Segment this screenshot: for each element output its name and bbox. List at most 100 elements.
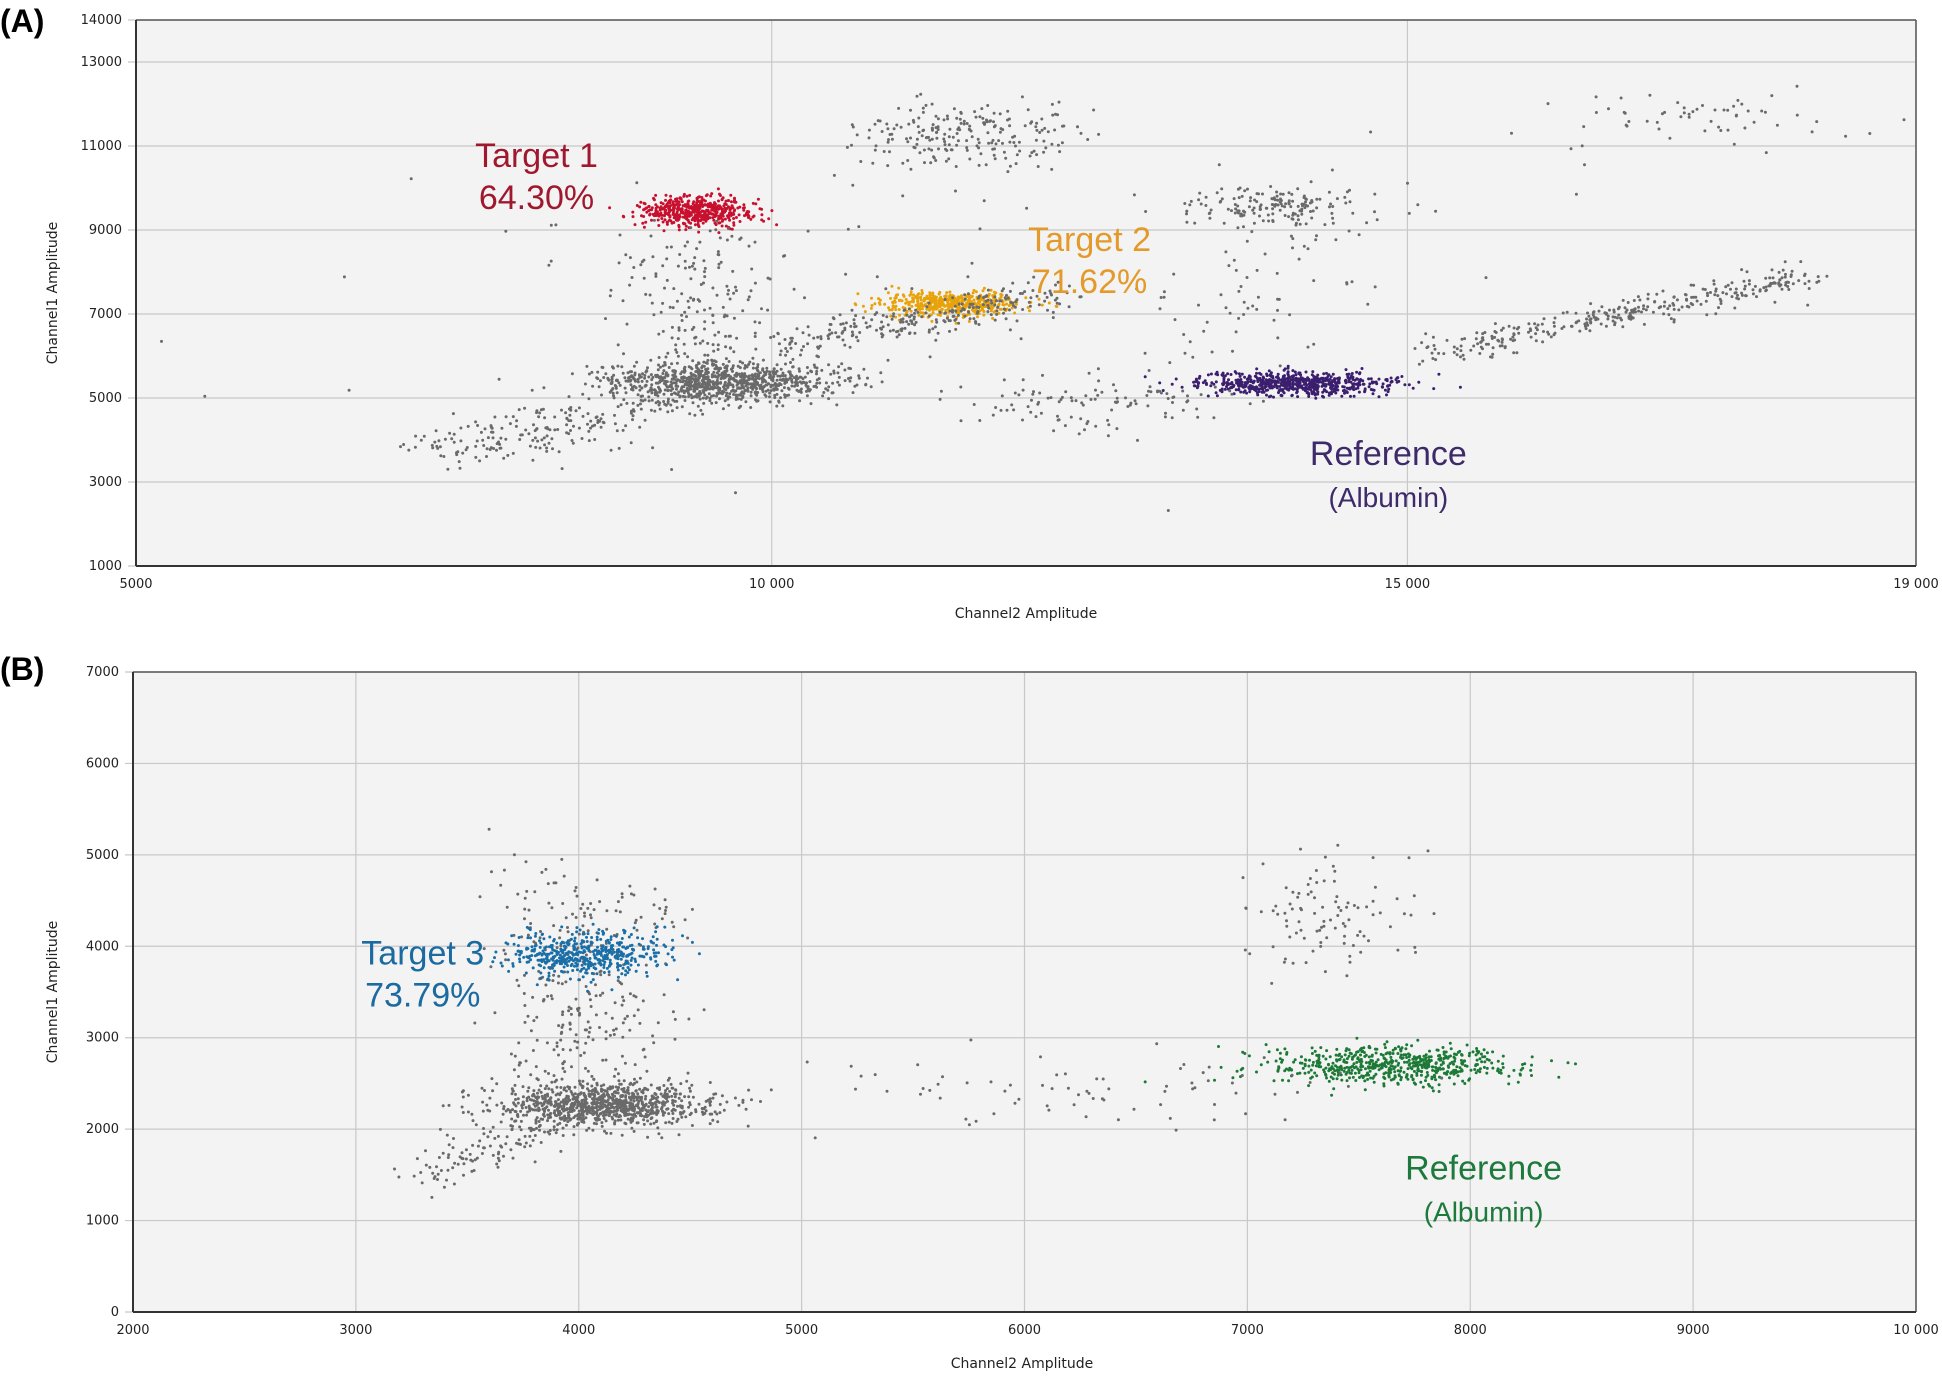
point-double-mid-rain <box>1191 355 1195 359</box>
point-double-upper <box>1008 124 1012 128</box>
point-target1 <box>751 215 755 219</box>
point-double-right <box>1561 311 1565 315</box>
point-double-mid <box>1331 221 1335 225</box>
point-negative-tail <box>545 434 549 438</box>
point-reference <box>1238 374 1242 378</box>
point-double-right <box>1480 336 1484 340</box>
point-negative <box>600 1124 604 1128</box>
point-reference <box>1294 373 1298 377</box>
point-negative <box>680 386 684 390</box>
point-noise <box>342 275 346 279</box>
point-negative <box>600 393 603 397</box>
point-triple <box>1732 104 1736 108</box>
point-negative <box>712 383 716 387</box>
point-target2 <box>969 300 973 304</box>
point-double-upper <box>959 121 963 125</box>
point-negative <box>690 1083 694 1087</box>
point-target2-rain <box>873 313 877 316</box>
point-double-upper <box>919 92 923 96</box>
point-target2-rain <box>785 350 789 353</box>
point-double-upper <box>981 116 985 120</box>
point-double-right <box>1433 347 1437 351</box>
point-negative-tail <box>547 441 551 445</box>
point-negative <box>525 1099 529 1103</box>
point-negative-tail <box>631 376 635 380</box>
point-double-right <box>1589 321 1593 325</box>
point-negative <box>596 377 600 381</box>
point-negative-tail <box>486 436 490 440</box>
point-double-right <box>1597 309 1601 313</box>
point-negative-tail <box>414 434 418 438</box>
point-negative-tail <box>629 441 633 445</box>
point-negative <box>447 1103 451 1107</box>
point-triple <box>1695 107 1699 111</box>
point-reference-rain <box>1261 399 1265 403</box>
point-triple <box>1582 125 1586 129</box>
point-double-upper <box>1038 131 1042 134</box>
point-reference-rain <box>1147 369 1151 372</box>
point-double-upper <box>929 161 933 165</box>
point-target2-rain <box>1008 289 1012 293</box>
point-reference-rain <box>1156 389 1159 393</box>
point-double-right <box>1666 307 1670 311</box>
point-target2-rain <box>1002 307 1006 311</box>
point-negative-tail <box>511 415 515 419</box>
point-double-upper <box>888 150 891 154</box>
point-target2-rain <box>971 306 975 309</box>
point-target2 <box>972 288 976 292</box>
point-target2-rain <box>900 327 904 331</box>
point-noise <box>1019 337 1023 341</box>
point-target1-rain <box>703 353 707 357</box>
point-reference <box>1251 380 1255 384</box>
point-reference <box>1344 379 1347 383</box>
point-negative-tail <box>533 429 537 433</box>
point-target1 <box>656 218 660 222</box>
y-tick-label: 4000 <box>86 939 119 954</box>
point-target1-rain <box>675 299 679 303</box>
point-target1 <box>687 220 691 224</box>
point-double-right <box>1781 268 1785 272</box>
point-negative <box>754 398 757 402</box>
point-negative <box>815 369 819 373</box>
point-target2 <box>888 308 892 312</box>
point-double-upper <box>962 119 966 123</box>
point-negative-tail <box>691 401 695 405</box>
point-double-upper <box>936 128 940 131</box>
point-negative <box>710 373 714 377</box>
point-triple <box>1844 134 1848 138</box>
point-target1 <box>710 192 714 196</box>
point-double-right <box>1790 269 1794 273</box>
point-negative-tail <box>619 403 623 407</box>
point-reference-rain <box>1134 402 1138 406</box>
point-negative <box>562 1104 566 1108</box>
point-target2-rain <box>829 323 833 326</box>
point-triple <box>1682 106 1686 110</box>
point-negative-tail <box>629 411 633 415</box>
point-double-right <box>1517 331 1521 335</box>
point-triple <box>1627 120 1631 123</box>
point-double-right <box>1672 307 1676 311</box>
point-negative <box>723 366 727 370</box>
point-triple <box>1594 111 1598 114</box>
point-negative-tail <box>595 415 599 419</box>
point-negative <box>804 383 808 387</box>
point-target1-rain <box>735 336 739 340</box>
point-reference <box>1384 378 1388 382</box>
point-negative-tail <box>466 424 470 428</box>
point-double-mid <box>1291 199 1295 203</box>
point-reference-rain <box>1010 403 1014 407</box>
point-noise <box>1306 345 1310 349</box>
point-negative <box>622 1079 626 1083</box>
point-double-upper <box>998 112 1002 116</box>
point-target1 <box>738 205 742 209</box>
point-negative <box>583 382 587 386</box>
point-negative <box>744 384 748 388</box>
point-reference <box>1204 381 1208 385</box>
point-negative <box>587 397 591 401</box>
point-target2-rain <box>888 329 892 333</box>
point-negative <box>784 362 787 366</box>
point-reference <box>1361 379 1365 383</box>
point-negative-tail <box>571 441 575 445</box>
point-negative <box>604 1119 608 1123</box>
point-target2-rain <box>897 333 901 337</box>
